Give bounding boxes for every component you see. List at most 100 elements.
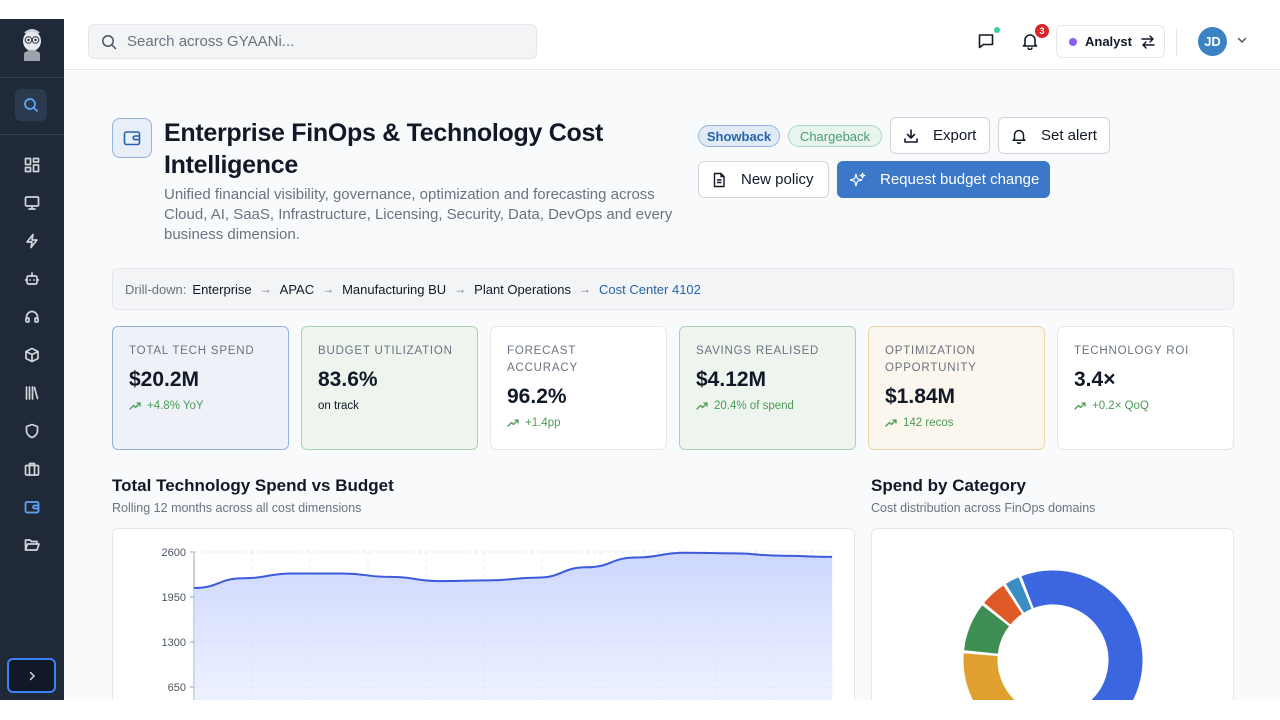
sidebar-search-button[interactable]: [15, 89, 47, 121]
breadcrumb-current[interactable]: Cost Center 4102: [599, 281, 701, 297]
trend-up-icon: [129, 402, 141, 410]
kpi-forecast-accuracy[interactable]: FORECAST ACCURACY 96.2% +1.4pp: [490, 326, 667, 450]
kpi-value: 83.6%: [318, 368, 378, 391]
kpi-trend-text: +4.8% YoY: [147, 400, 204, 412]
donut-slice: [982, 584, 1024, 626]
shield-icon: [25, 423, 39, 439]
spend-vs-budget-chart[interactable]: 650 1300 1950 2600: [113, 529, 854, 700]
kpi-savings-realised[interactable]: SAVINGS REALISED $4.12M 20.4% of spend: [679, 326, 856, 450]
search-input[interactable]: [127, 33, 507, 50]
sidebar-item-bots[interactable]: [16, 265, 48, 293]
document-icon: [713, 172, 725, 187]
new-policy-button[interactable]: New policy: [698, 161, 829, 198]
monitor-icon: [24, 196, 40, 210]
brand-logo-icon[interactable]: [16, 27, 48, 63]
sidebar-item-portfolio[interactable]: [16, 455, 48, 483]
switch-arrows-icon: [1141, 34, 1155, 49]
messages-button[interactable]: [975, 27, 1000, 52]
arrow-right-icon: →: [454, 282, 467, 296]
folder-open-icon: [24, 539, 40, 551]
kpi-label: BUDGET UTILIZATION: [318, 345, 453, 357]
request-budget-label: Request budget change: [880, 171, 1040, 188]
new-policy-label: New policy: [741, 171, 814, 188]
briefcase-icon: [24, 462, 40, 476]
kpi-trend-text: +0.2× QoQ: [1092, 400, 1149, 412]
category-chart-subtitle: Cost distribution across FinOps domains: [871, 501, 1096, 515]
page-title: Enterprise FinOps & Technology Cost Inte…: [164, 119, 604, 179]
sidebar-item-library[interactable]: [16, 379, 48, 407]
breadcrumb-item[interactable]: Enterprise: [192, 281, 252, 297]
search-icon: [102, 34, 117, 49]
wallet-icon: [123, 131, 141, 146]
kpi-label: SAVINGS REALISED: [696, 345, 820, 357]
search-icon: [24, 98, 38, 112]
sidebar-item-files[interactable]: [16, 531, 48, 559]
breadcrumb-item[interactable]: APAC: [279, 281, 315, 297]
sidebar-item-automation[interactable]: [16, 227, 48, 255]
donut-slice: [1020, 569, 1144, 700]
arrow-right-icon: →: [322, 282, 335, 296]
y-tick-label: 1950: [162, 592, 186, 604]
sparkle-icon: [850, 171, 866, 187]
kpi-trend-text: +1.4pp: [525, 417, 561, 429]
sidebar-item-packages[interactable]: [16, 341, 48, 369]
kpi-trend-text: 20.4% of spend: [714, 400, 794, 412]
kpi-budget-utilization[interactable]: BUDGET UTILIZATION 83.6% on track: [301, 326, 478, 450]
spend-line: [193, 551, 833, 589]
dashboard-icon: [24, 157, 40, 173]
app-frame: 3 Analyst JD Enterprise FinOps & Technol…: [0, 19, 1280, 700]
library-icon: [25, 386, 39, 400]
notifications-button[interactable]: 3: [1019, 24, 1049, 52]
kpi-technology-roi[interactable]: TECHNOLOGY ROI 3.4× +0.2× QoQ: [1057, 326, 1234, 450]
sidebar-item-monitor[interactable]: [16, 189, 48, 217]
donut-slice: [962, 603, 1011, 655]
kpi-trend-text: 142 recos: [903, 417, 954, 429]
kpi-label: OPTIMIZATION OPPORTUNITY: [885, 345, 977, 374]
role-switcher[interactable]: Analyst: [1056, 25, 1165, 58]
breadcrumb-item[interactable]: Manufacturing BU: [342, 281, 447, 297]
spend-by-category-chart[interactable]: [872, 529, 1233, 700]
kpi-value: $4.12M: [696, 368, 767, 391]
notification-badge: 3: [1035, 24, 1049, 38]
kpi-trend: 20.4% of spend: [696, 400, 839, 412]
download-icon: [904, 128, 918, 143]
sidebar-divider: [0, 134, 64, 135]
breadcrumb-item[interactable]: Plant Operations: [474, 281, 571, 297]
sidebar-item-finops[interactable]: [16, 493, 48, 521]
trend-up-icon: [885, 419, 897, 427]
sidebar-expand-button[interactable]: [7, 658, 56, 693]
request-budget-change-button[interactable]: Request budget change: [837, 161, 1050, 198]
set-alert-label: Set alert: [1041, 127, 1097, 144]
sidebar-item-dashboard[interactable]: [16, 151, 48, 179]
sidebar-item-support[interactable]: [16, 303, 48, 331]
page-icon: [112, 118, 152, 158]
sidebar: [0, 19, 64, 700]
kpi-optimization-opportunity[interactable]: OPTIMIZATION OPPORTUNITY $1.84M 142 reco…: [868, 326, 1045, 450]
y-tick-label: 650: [168, 682, 186, 694]
spend-chart-subtitle: Rolling 12 months across all cost dimens…: [112, 501, 362, 515]
showback-pill[interactable]: Showback: [698, 125, 780, 147]
sidebar-divider: [0, 77, 64, 78]
kpi-label: TOTAL TECH SPEND: [129, 345, 255, 357]
page-subtitle: Unified financial visibility, governance…: [164, 186, 673, 243]
trend-up-icon: [507, 419, 519, 427]
spend-area: [194, 552, 832, 700]
set-alert-button[interactable]: Set alert: [998, 117, 1110, 154]
bell-icon: [1012, 129, 1026, 144]
donut-slice: [1004, 576, 1033, 615]
top-bar: 3 Analyst JD: [64, 19, 1280, 70]
kpi-total-tech-spend[interactable]: TOTAL TECH SPEND $20.2M +4.8% YoY: [112, 326, 289, 450]
global-search[interactable]: [88, 24, 537, 59]
headset-icon: [25, 310, 39, 323]
topbar-separator: [1176, 28, 1177, 56]
kpi-label: TECHNOLOGY ROI: [1074, 345, 1190, 357]
chevron-right-icon: [29, 671, 35, 680]
sidebar-item-security[interactable]: [16, 417, 48, 445]
chevron-down-icon[interactable]: [1236, 34, 1248, 46]
chargeback-pill[interactable]: Chargeback: [788, 125, 882, 147]
avatar[interactable]: JD: [1198, 27, 1227, 56]
export-button[interactable]: Export: [890, 117, 990, 154]
arrow-right-icon: →: [579, 282, 591, 296]
lightning-icon: [26, 233, 38, 249]
wallet-icon: [24, 501, 40, 514]
